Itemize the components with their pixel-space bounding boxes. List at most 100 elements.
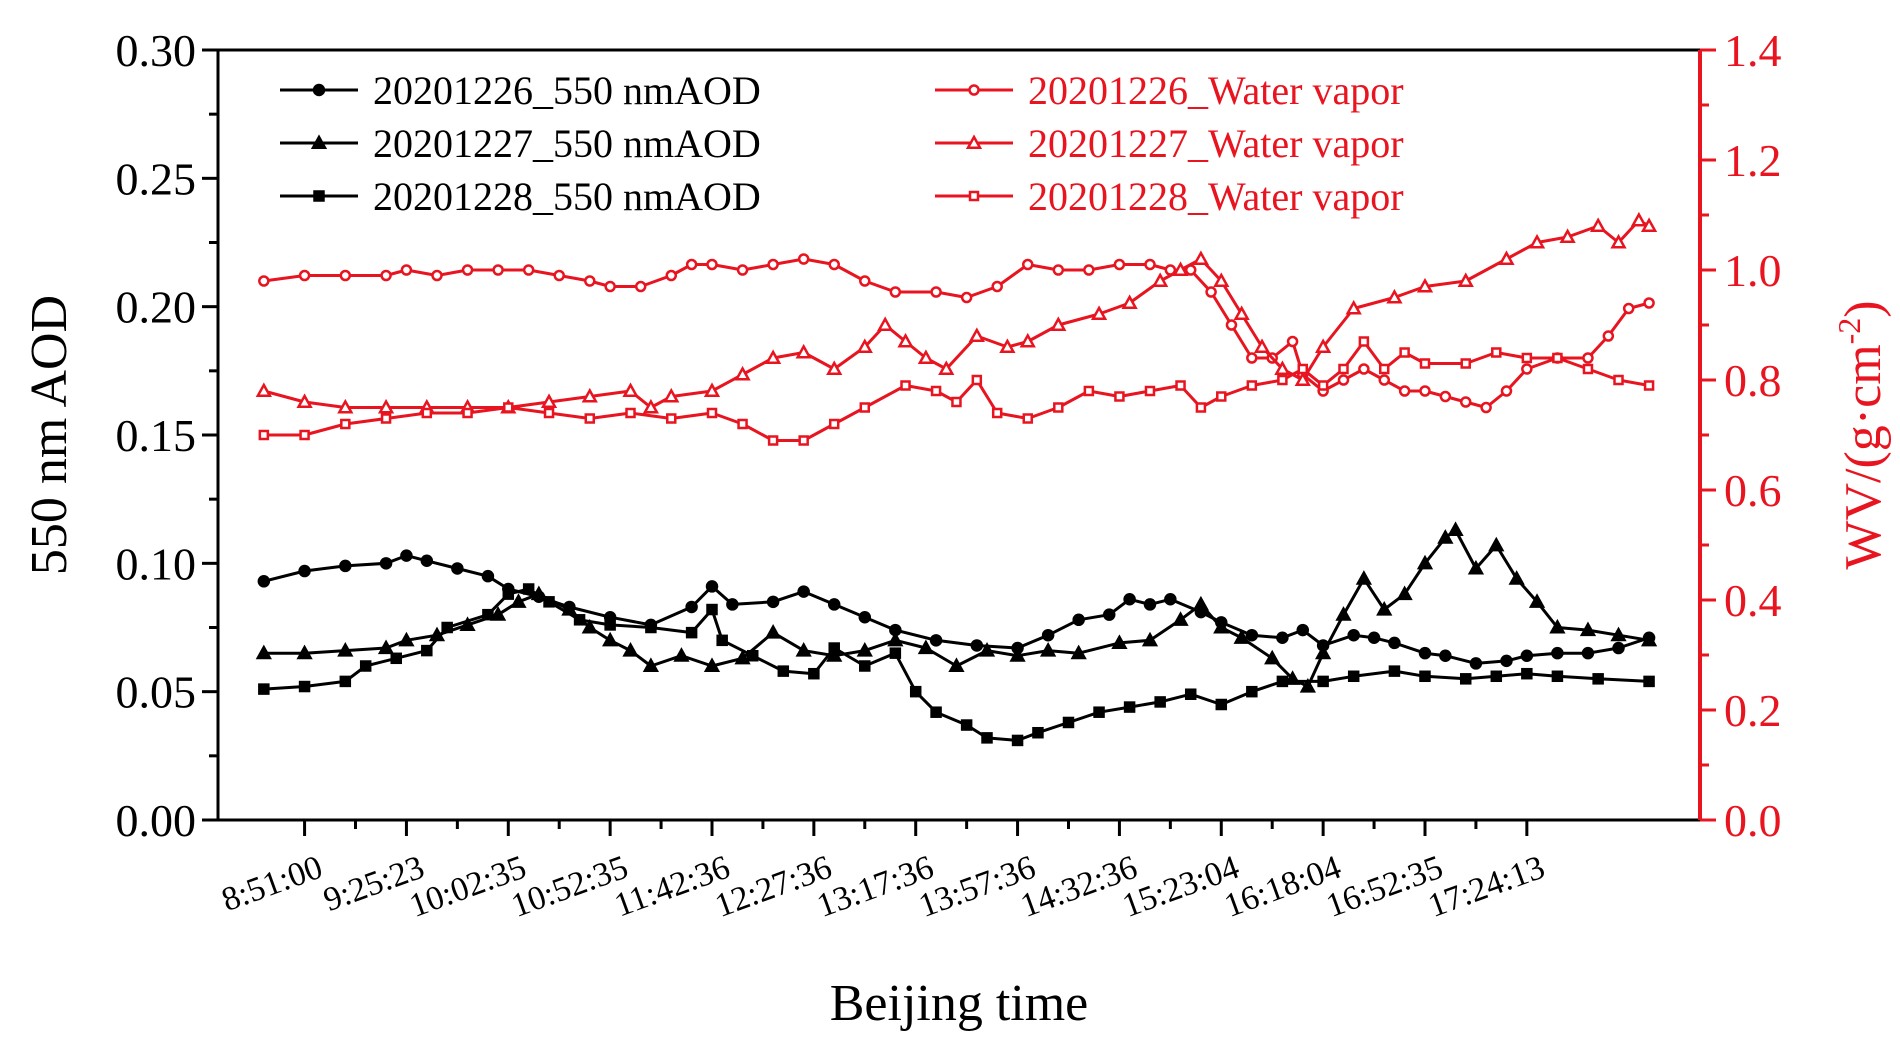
data-point — [1447, 521, 1464, 537]
data-point — [441, 621, 453, 634]
data-point — [1286, 335, 1299, 348]
data-point — [1355, 570, 1373, 585]
data-point — [510, 593, 527, 608]
data-point — [917, 639, 935, 655]
data-point — [398, 631, 415, 647]
data-point — [1213, 618, 1230, 634]
data-point — [299, 429, 310, 441]
y-right-tick-label: 0.4 — [1724, 575, 1782, 626]
data-point — [900, 380, 911, 391]
data-point — [1315, 338, 1332, 354]
data-point — [298, 680, 311, 693]
data-point — [1317, 380, 1329, 391]
data-point — [1154, 696, 1166, 708]
y-left-tick-label: 0.25 — [116, 153, 197, 204]
data-point — [859, 275, 871, 287]
data-point — [1070, 644, 1087, 660]
data-point — [1123, 593, 1136, 606]
y-axis-right-title-prefix: WV/(g — [1835, 425, 1892, 569]
data-point — [622, 382, 639, 398]
data-point — [968, 327, 985, 343]
data-point — [706, 603, 718, 616]
data-point — [1216, 391, 1227, 402]
data-point — [1480, 401, 1492, 414]
data-point — [431, 269, 443, 282]
data-point — [1491, 347, 1502, 358]
data-point — [1297, 363, 1309, 375]
x-tick-label: 11:42:36 — [610, 849, 735, 925]
data-point — [663, 387, 680, 403]
data-point — [359, 660, 372, 672]
data-point — [420, 554, 434, 568]
data-point — [1111, 634, 1128, 649]
data-point — [1396, 585, 1413, 601]
data-point — [828, 258, 840, 271]
data-point — [257, 575, 271, 588]
data-point — [1277, 374, 1288, 386]
data-point — [339, 269, 352, 282]
data-point — [1388, 665, 1401, 677]
data-point — [1246, 352, 1258, 364]
data-point — [503, 402, 514, 413]
data-point — [1337, 374, 1350, 386]
legend: 20201226_550 nmAOD 20201227_550 nmAOD 2020… — [280, 68, 1404, 219]
data-point — [634, 280, 647, 293]
data-point — [1011, 734, 1024, 747]
legend-label: 20201227_Water vapor — [1028, 121, 1404, 166]
data-point — [798, 435, 809, 446]
data-point — [1090, 305, 1108, 321]
data-point — [737, 418, 748, 430]
data-point — [1083, 385, 1095, 397]
data-point — [1347, 628, 1360, 642]
data-point — [1416, 554, 1434, 570]
data-point — [1113, 258, 1126, 271]
data-point — [703, 382, 721, 398]
data-point — [797, 585, 810, 598]
data-point — [377, 639, 395, 655]
data-point — [337, 642, 354, 657]
legend-marker — [312, 83, 326, 97]
data-point — [1338, 363, 1349, 375]
legend-item: 20201227_550 nmAOD — [280, 121, 761, 166]
data-point — [1630, 211, 1648, 227]
legend-item: 20201226_Water vapor — [935, 68, 1404, 113]
y-right-tick-label: 0.0 — [1724, 795, 1782, 846]
data-point — [1552, 352, 1563, 364]
data-point — [951, 396, 962, 408]
data-point — [1093, 706, 1105, 718]
data-point — [1500, 385, 1513, 397]
data-point — [1498, 250, 1515, 266]
data-point — [767, 435, 779, 446]
data-point — [1549, 618, 1566, 634]
data-point — [859, 402, 871, 413]
data-point — [766, 595, 780, 609]
data-point — [1192, 250, 1210, 266]
data-point — [1592, 673, 1604, 685]
y-right-tick-label: 1.4 — [1724, 25, 1782, 76]
x-tick-label: 13:57:36 — [914, 849, 1040, 925]
axes: 0.00 0.05 0.10 0.15 0.20 0.25 0.30 0.0 0.2 0.4 0.6… — [116, 25, 1782, 925]
data-point — [795, 343, 812, 359]
x-tick-label: 17:24:13 — [1423, 849, 1549, 925]
data-point — [666, 413, 677, 424]
data-point — [1358, 336, 1370, 347]
data-point — [1172, 261, 1189, 277]
data-point — [736, 264, 749, 276]
data-point — [642, 398, 660, 414]
y-axis-right-title-dot: · — [1835, 408, 1892, 425]
data-point — [1246, 685, 1258, 698]
legend-marker — [310, 134, 328, 150]
data-point — [1144, 385, 1156, 397]
data-point — [1164, 593, 1177, 606]
data-point — [889, 647, 902, 659]
data-point — [991, 407, 1003, 419]
legend-marker — [968, 190, 980, 202]
data-point — [1039, 642, 1057, 657]
data-point — [981, 732, 993, 744]
data-point — [298, 564, 311, 578]
y-axis-right-title-suffix: ) — [1835, 300, 1892, 317]
data-point — [1419, 385, 1431, 397]
data-point — [625, 407, 636, 419]
data-point — [1294, 371, 1311, 387]
data-point — [1386, 288, 1403, 304]
